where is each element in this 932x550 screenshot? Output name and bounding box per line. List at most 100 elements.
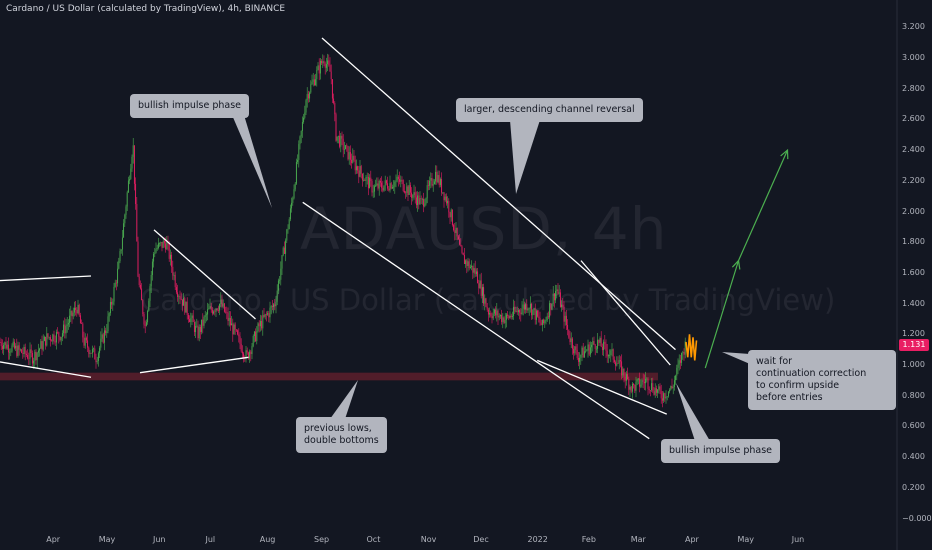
candle-body <box>33 360 35 364</box>
candle-body <box>11 345 13 352</box>
candle-body <box>471 265 473 267</box>
candle-body <box>394 181 396 187</box>
candle-body <box>455 227 457 233</box>
candle-body <box>106 331 108 334</box>
candle-body <box>71 310 73 317</box>
candle-body <box>60 337 62 341</box>
candle-body <box>593 341 595 345</box>
candle-body <box>281 255 283 269</box>
candle-body <box>13 341 15 349</box>
candle-body <box>48 337 50 338</box>
candle-body <box>23 346 25 354</box>
candle-body <box>631 383 633 392</box>
candle-body <box>444 196 446 201</box>
price-axis-label: 2.400 <box>902 145 925 155</box>
candle-body <box>83 337 85 346</box>
candle-body <box>427 185 429 186</box>
candle-body <box>66 324 68 326</box>
candle-body <box>267 313 269 315</box>
candle-body <box>359 166 361 177</box>
callout-text: before entries <box>756 392 823 403</box>
candle-body <box>340 135 342 147</box>
candle-body <box>647 378 649 389</box>
candle-body <box>54 341 56 343</box>
candle-body <box>675 375 677 381</box>
price-axis-label: 0.600 <box>902 421 925 431</box>
candle-body <box>505 314 507 320</box>
candle-body <box>221 299 223 307</box>
candle-body <box>339 135 341 147</box>
candle-body <box>207 309 209 315</box>
callout-text: continuation correction <box>756 368 867 379</box>
candle-body <box>622 368 624 376</box>
candle-body <box>118 261 120 269</box>
candle-body <box>109 301 111 314</box>
candle-body <box>648 388 650 391</box>
candle-body <box>447 200 449 204</box>
candle-body <box>191 315 193 319</box>
candle-body <box>671 385 673 388</box>
candle-body <box>306 94 308 101</box>
candle-body <box>341 135 343 139</box>
candle-body <box>52 334 54 342</box>
candle-body <box>282 247 284 256</box>
price-axis-label: 0.800 <box>902 390 925 400</box>
callout-bullish-impulse-2: bullish impulse phase <box>661 439 781 463</box>
candle-body <box>677 364 679 368</box>
candle-body <box>250 351 252 355</box>
candle-body <box>97 353 99 362</box>
candle-body <box>541 319 543 326</box>
time-axis-label: Oct <box>366 535 381 544</box>
candle-body <box>383 185 385 191</box>
candle-body <box>445 196 447 204</box>
candle-body <box>550 303 552 310</box>
trendline <box>537 359 667 415</box>
callout-wait: wait for continuation correction to conf… <box>748 350 897 410</box>
candle-body <box>379 180 381 183</box>
candle-body <box>543 319 545 324</box>
candle-body <box>136 204 138 242</box>
time-axis-label: 2022 <box>527 535 548 544</box>
candle-body <box>192 315 194 323</box>
candle-body <box>460 244 462 247</box>
candle-body <box>585 350 587 352</box>
candle-body <box>531 303 533 316</box>
candle-body <box>28 358 30 360</box>
candle-body <box>519 310 521 313</box>
candle-body <box>627 374 629 380</box>
candle-body <box>557 289 559 294</box>
trendline <box>153 229 256 320</box>
candle-body <box>132 145 134 157</box>
candle-body <box>544 320 546 324</box>
callout-pointer <box>510 120 540 194</box>
candle-body <box>89 352 91 354</box>
candle-body <box>262 315 264 329</box>
candle-body <box>5 342 7 349</box>
candle-body <box>354 160 356 171</box>
projection <box>685 334 698 361</box>
price-axis-label: −0.000 <box>902 513 932 523</box>
candle-body <box>466 260 468 266</box>
candle-body <box>399 178 401 182</box>
candle-body <box>269 307 271 318</box>
candle-body <box>561 304 563 308</box>
candle-body <box>190 318 192 323</box>
candle-body <box>274 304 276 307</box>
candle-body <box>369 177 371 189</box>
candle-body <box>528 308 530 310</box>
candle-body <box>7 344 9 353</box>
candle-body <box>459 239 461 245</box>
candle-body <box>415 197 417 206</box>
candle-body <box>334 102 336 115</box>
candle-body <box>549 303 551 318</box>
candle-body <box>323 61 325 64</box>
candle-body <box>463 255 465 265</box>
candle-body <box>431 177 433 186</box>
candle-body <box>39 348 41 351</box>
candle-body <box>529 303 531 309</box>
price-axis-label: 1.600 <box>902 267 925 277</box>
candle-body <box>133 145 135 184</box>
candle-body <box>65 325 67 334</box>
candle-body <box>366 176 368 178</box>
